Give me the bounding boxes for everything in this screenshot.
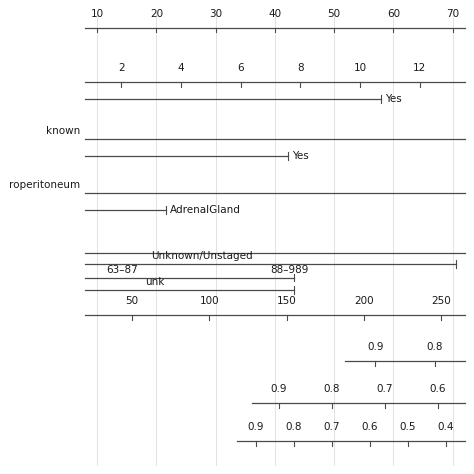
Text: 0.6: 0.6: [362, 422, 378, 432]
Text: known: known: [46, 126, 81, 136]
Text: 0.8: 0.8: [286, 422, 302, 432]
Text: 30: 30: [209, 9, 222, 18]
Text: 2: 2: [118, 63, 125, 73]
Text: 88–989: 88–989: [271, 265, 309, 275]
Text: 40: 40: [268, 9, 282, 18]
Text: unk: unk: [145, 277, 164, 287]
Text: 0.5: 0.5: [400, 422, 416, 432]
Text: 200: 200: [354, 296, 374, 306]
Text: 0.8: 0.8: [427, 342, 443, 352]
Text: roperitoneum: roperitoneum: [9, 180, 81, 190]
Text: 0.7: 0.7: [377, 384, 393, 394]
Text: 60: 60: [387, 9, 400, 18]
Text: 0.8: 0.8: [324, 384, 340, 394]
Text: Yes: Yes: [292, 151, 309, 161]
Text: Yes: Yes: [385, 94, 401, 104]
Text: 50: 50: [125, 296, 138, 306]
Text: 250: 250: [431, 296, 451, 306]
Text: 0.9: 0.9: [367, 342, 383, 352]
Text: 4: 4: [178, 63, 184, 73]
Text: 6: 6: [237, 63, 244, 73]
Text: 0.9: 0.9: [248, 422, 264, 432]
Text: 50: 50: [328, 9, 341, 18]
Text: 0.6: 0.6: [430, 384, 446, 394]
Text: 0.4: 0.4: [438, 422, 454, 432]
Text: 0.7: 0.7: [324, 422, 340, 432]
Text: 20: 20: [150, 9, 163, 18]
Text: 63–87: 63–87: [106, 265, 138, 275]
Text: 0.9: 0.9: [271, 384, 287, 394]
Text: 150: 150: [277, 296, 296, 306]
Text: 12: 12: [413, 63, 426, 73]
Text: 70: 70: [446, 9, 459, 18]
Text: Unknown/Unstaged: Unknown/Unstaged: [151, 251, 253, 261]
Text: 10: 10: [354, 63, 366, 73]
Text: 8: 8: [297, 63, 304, 73]
Text: 100: 100: [200, 296, 219, 306]
Text: AdrenalGland: AdrenalGland: [170, 205, 241, 215]
Text: 10: 10: [91, 9, 104, 18]
